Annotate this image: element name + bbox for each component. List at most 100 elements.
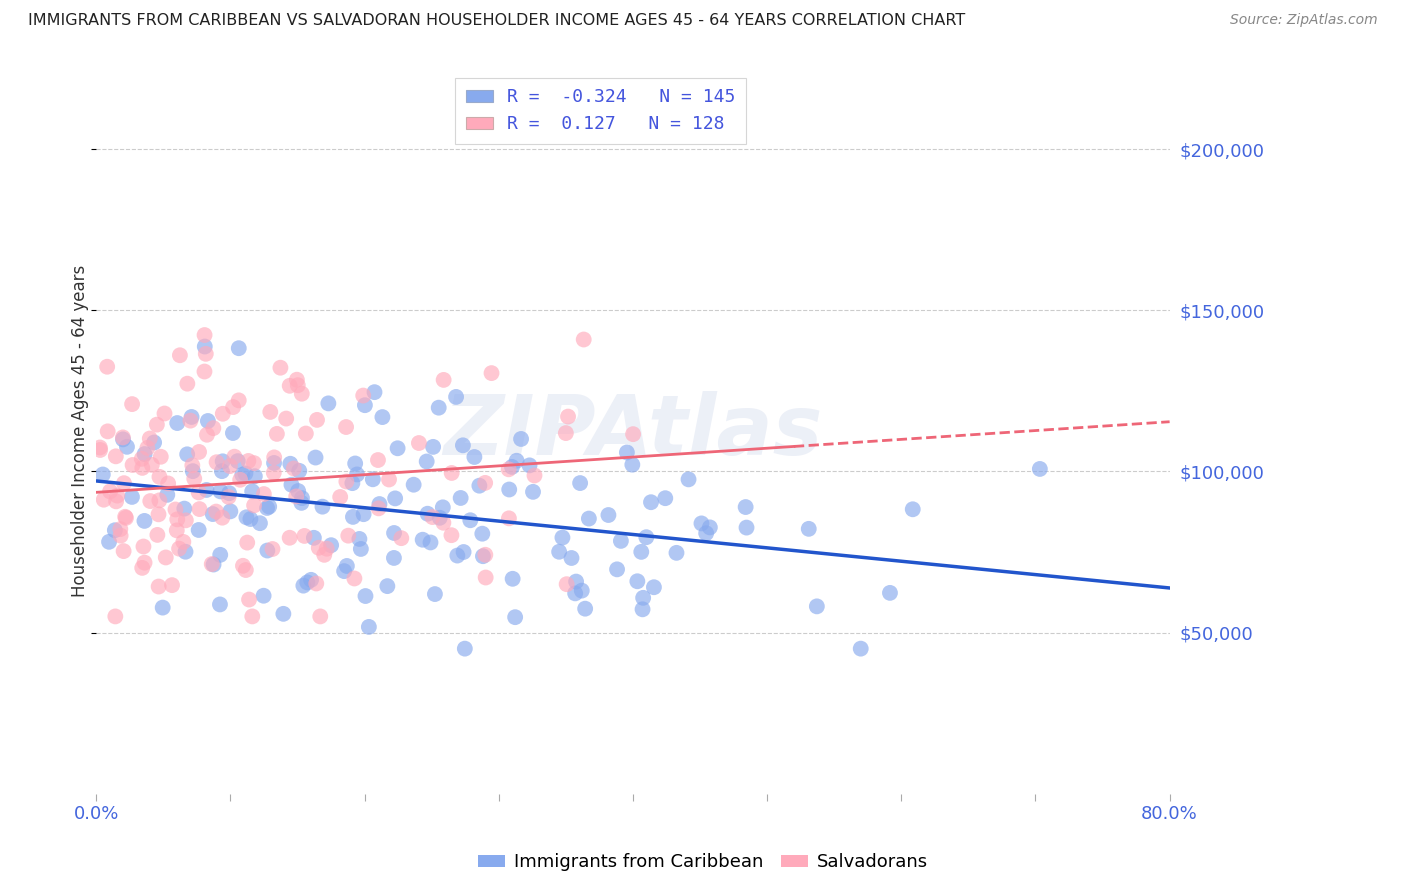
Point xyxy=(451,438,474,452)
Point xyxy=(299,573,322,587)
Point xyxy=(309,609,332,624)
Point xyxy=(569,476,592,491)
Point xyxy=(557,409,579,424)
Point xyxy=(256,543,278,558)
Point xyxy=(134,447,156,461)
Point xyxy=(148,493,170,508)
Point xyxy=(382,551,405,566)
Point xyxy=(304,450,326,465)
Point xyxy=(503,610,526,624)
Point xyxy=(98,484,121,499)
Point xyxy=(468,478,491,492)
Point xyxy=(734,500,756,514)
Point xyxy=(598,508,620,522)
Point xyxy=(115,440,138,454)
Point xyxy=(131,461,153,475)
Point xyxy=(454,641,477,656)
Point xyxy=(149,450,172,464)
Point xyxy=(188,445,211,459)
Point xyxy=(294,529,316,543)
Point xyxy=(243,499,266,513)
Point xyxy=(131,451,153,466)
Point xyxy=(211,510,233,524)
Point xyxy=(218,490,240,504)
Point xyxy=(474,475,496,490)
Point xyxy=(408,436,430,450)
Point xyxy=(238,454,260,468)
Point xyxy=(415,454,437,468)
Point xyxy=(678,472,700,486)
Point xyxy=(901,502,924,516)
Point xyxy=(228,341,250,355)
Point xyxy=(378,473,401,487)
Point xyxy=(134,556,156,570)
Point xyxy=(280,477,302,491)
Point xyxy=(335,420,357,434)
Point xyxy=(571,583,593,598)
Point xyxy=(735,520,758,534)
Point xyxy=(195,427,218,442)
Point xyxy=(240,484,263,499)
Point xyxy=(169,348,191,362)
Point xyxy=(115,511,138,525)
Point xyxy=(176,447,198,461)
Point xyxy=(450,491,472,505)
Point xyxy=(146,417,169,432)
Point xyxy=(344,457,367,471)
Point xyxy=(463,450,485,464)
Point xyxy=(297,575,319,590)
Point xyxy=(104,523,127,537)
Point xyxy=(218,486,240,500)
Point xyxy=(440,528,463,542)
Point xyxy=(432,516,454,530)
Point xyxy=(471,549,494,564)
Point xyxy=(146,528,169,542)
Point xyxy=(440,466,463,480)
Point xyxy=(156,488,179,502)
Point xyxy=(121,397,143,411)
Point xyxy=(239,512,262,526)
Point xyxy=(367,501,389,516)
Point xyxy=(1029,462,1052,476)
Point xyxy=(471,526,494,541)
Point xyxy=(174,545,197,559)
Point xyxy=(139,432,162,446)
Point xyxy=(141,458,163,472)
Point xyxy=(148,508,170,522)
Point xyxy=(219,459,242,474)
Point xyxy=(256,500,278,515)
Point xyxy=(121,490,143,504)
Point xyxy=(240,609,263,624)
Point xyxy=(879,586,901,600)
Point xyxy=(371,410,394,425)
Point xyxy=(621,427,644,442)
Point xyxy=(174,513,197,527)
Point xyxy=(630,545,652,559)
Point xyxy=(336,558,359,573)
Point xyxy=(249,516,271,531)
Point xyxy=(292,579,315,593)
Point xyxy=(143,435,166,450)
Point xyxy=(555,577,578,591)
Point xyxy=(262,541,284,556)
Point xyxy=(523,468,546,483)
Point xyxy=(349,532,371,546)
Y-axis label: Householder Income Ages 45 - 64 years: Householder Income Ages 45 - 64 years xyxy=(72,265,89,598)
Point xyxy=(429,510,451,524)
Point xyxy=(346,467,368,482)
Point xyxy=(308,541,330,555)
Point xyxy=(474,548,496,562)
Point xyxy=(157,476,180,491)
Point xyxy=(382,526,405,541)
Text: IMMIGRANTS FROM CARIBBEAN VS SALVADORAN HOUSEHOLDER INCOME AGES 45 - 64 YEARS CO: IMMIGRANTS FROM CARIBBEAN VS SALVADORAN … xyxy=(28,13,966,29)
Point xyxy=(183,472,205,486)
Point xyxy=(179,414,201,428)
Point xyxy=(481,366,503,380)
Point xyxy=(505,454,527,468)
Point xyxy=(560,551,582,566)
Point xyxy=(295,426,318,441)
Point xyxy=(181,458,204,473)
Point xyxy=(202,421,225,435)
Point xyxy=(643,580,665,594)
Point xyxy=(502,572,524,586)
